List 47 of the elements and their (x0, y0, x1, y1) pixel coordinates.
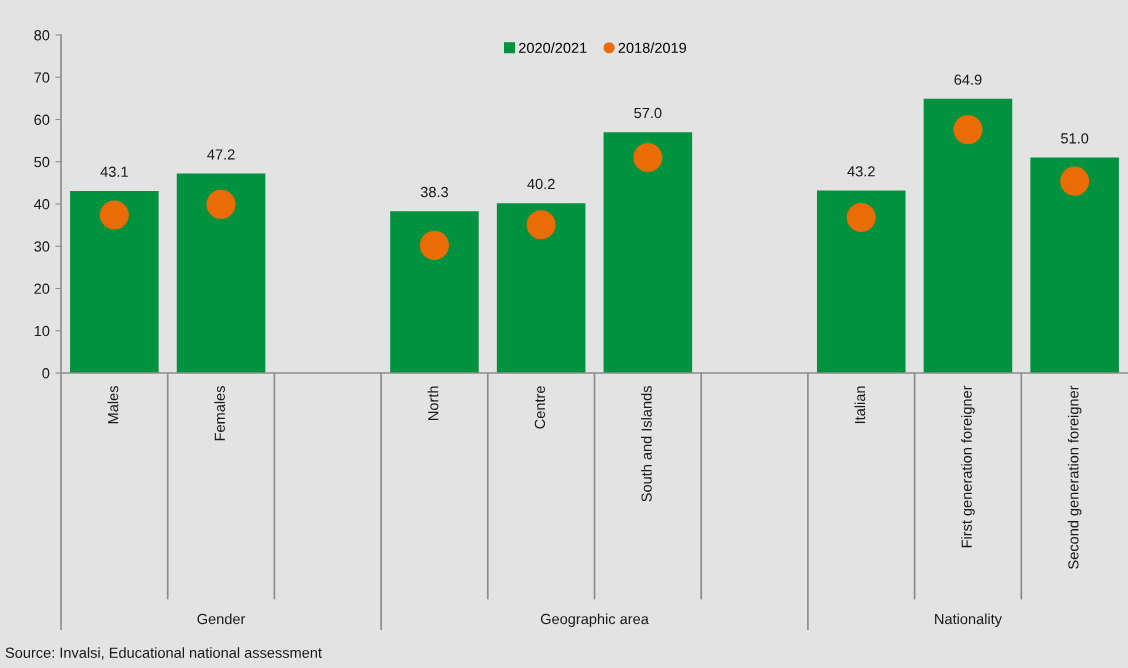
data-label: 43.2 (847, 166, 875, 177)
x-tick-label: Centre (534, 386, 546, 429)
x-tick-label: Males (107, 386, 119, 424)
y-tick-label: 70 (34, 72, 50, 83)
bar (390, 211, 479, 373)
x-tick-label: First generation foreigner (961, 385, 975, 548)
x-tick-label: Females (214, 386, 225, 441)
point (633, 142, 663, 173)
y-tick-label: 50 (34, 156, 50, 168)
bar (496, 203, 586, 373)
point (846, 202, 876, 233)
data-label: 51.0 (1061, 133, 1089, 144)
data-label: 40.2 (527, 178, 555, 190)
bar (816, 190, 906, 373)
y-tick-label: 30 (34, 241, 50, 252)
bar (176, 173, 266, 373)
x-tick-label: Second generation foreigner (1067, 385, 1082, 569)
y-tick-label: 80 (34, 30, 50, 41)
x-tick-label: Italian (854, 386, 866, 424)
text: Gender (197, 613, 246, 625)
bar (70, 190, 159, 373)
bar (923, 98, 1013, 373)
text: Geographic area (540, 613, 649, 628)
point (953, 115, 983, 145)
x-tick-label: South and Islands (641, 386, 652, 502)
legend-label: 2020/2021 (519, 42, 587, 53)
y-tick-label: 0 (42, 368, 50, 379)
source-note: Source: Invalsi, Educational national assessment (5, 647, 322, 660)
y-tick-label: 10 (34, 325, 50, 337)
data-label: 47.2 (207, 149, 235, 160)
data-label: 64.9 (954, 74, 982, 85)
y-tick-label: 60 (34, 114, 50, 125)
data-label: 57.0 (634, 107, 662, 119)
point (206, 189, 236, 219)
point (1060, 166, 1090, 196)
y-tick-label: 40 (34, 199, 50, 210)
point (419, 230, 450, 260)
text: Nationality (935, 613, 1002, 628)
data-label: 43.1 (100, 166, 128, 177)
data-label: 38.3 (420, 186, 448, 198)
x-tick-label: North (427, 386, 439, 420)
bar (603, 132, 693, 373)
bar (1030, 157, 1119, 373)
point (99, 200, 129, 230)
point (526, 210, 556, 240)
legend-label: 2018/2019 (618, 42, 687, 53)
y-tick-label: 20 (34, 283, 50, 294)
